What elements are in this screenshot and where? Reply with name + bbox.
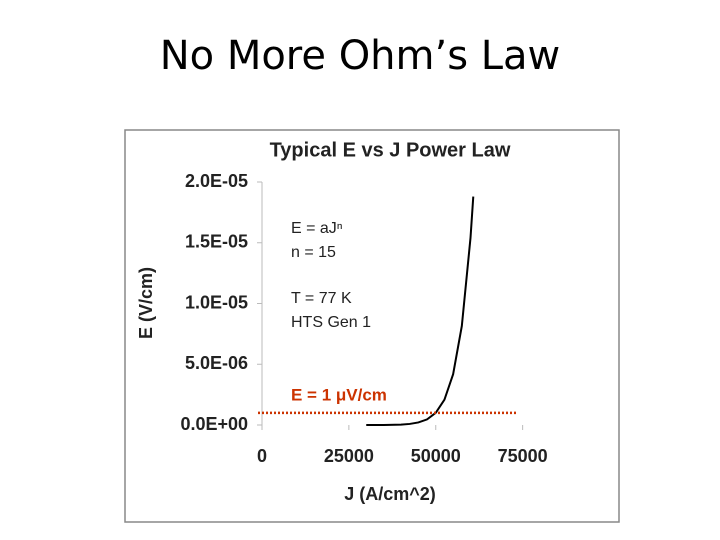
annotation: T = 77 K [291, 290, 352, 307]
reference-label: E = 1 μV/cm [291, 385, 387, 404]
x-tick-label: 25000 [324, 446, 374, 466]
annotation: HTS Gen 1 [291, 314, 371, 331]
y-axis-label: E (V/cm) [136, 267, 156, 339]
annotation: E = aJⁿ [291, 220, 343, 237]
slide-title: No More Ohm’s Law [160, 33, 561, 79]
y-tick-label: 1.0E-05 [185, 292, 248, 312]
data-line [366, 196, 475, 426]
x-axis-label: J (A/cm^2) [344, 484, 436, 504]
chart-title: Typical E vs J Power Law [270, 139, 511, 161]
y-tick-label: 5.0E-06 [185, 353, 248, 373]
chart-frame [124, 129, 620, 523]
annotation: n = 15 [291, 244, 336, 261]
x-tick-label: 75000 [498, 446, 548, 466]
y-tick-label: 1.5E-05 [185, 232, 248, 252]
x-tick-label: 0 [257, 446, 267, 466]
x-tick-label: 50000 [411, 446, 461, 466]
y-tick-label: 2.0E-05 [185, 171, 248, 191]
y-tick-label: 0.0E+00 [180, 414, 248, 434]
